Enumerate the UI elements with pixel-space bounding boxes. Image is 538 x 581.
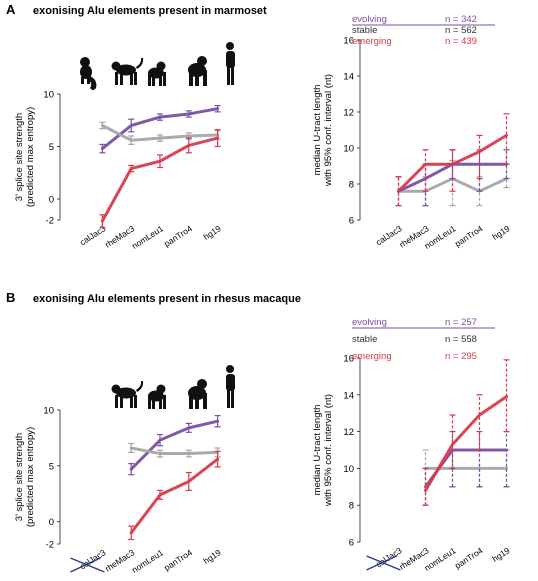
y-tick-label: 5 <box>49 461 54 472</box>
x-tick-label: panTro4 <box>162 547 194 573</box>
y-axis-label-line: with 95% conf. interval (nt) <box>323 74 334 187</box>
y-tick-label: 10 <box>43 406 54 417</box>
x-tick-label: nomLeu1 <box>130 223 165 251</box>
series-line-emerging <box>129 457 220 535</box>
x-tick-label: hg19 <box>201 547 223 566</box>
legend-label-emerging: emerging <box>352 36 392 47</box>
y-tick-label: 12 <box>343 108 354 119</box>
y-tick-label: 5 <box>49 142 54 153</box>
y-axis-label-line: 3' splice site strength <box>14 433 25 521</box>
icon-row-b <box>111 365 235 409</box>
strike-line <box>366 555 397 571</box>
y-tick-label: 0 <box>49 195 54 206</box>
panel-a-letter: A <box>6 2 16 17</box>
panel-b-letter: B <box>6 290 15 305</box>
y-tick-label: 14 <box>343 390 354 401</box>
y-tick-label: 16 <box>343 354 354 365</box>
strike-line <box>70 557 101 573</box>
series-line-stable <box>129 446 220 456</box>
y-axis-label-line: (predicted max entropy) <box>25 427 36 527</box>
x-tick-label: panTro4 <box>162 223 194 249</box>
legend-count-evolving: n = 342 <box>445 14 477 25</box>
human-icon <box>226 365 235 408</box>
x-tick-label: panTro4 <box>453 545 485 571</box>
legend-count-emerging: n = 439 <box>445 36 477 47</box>
strike-line <box>70 557 105 573</box>
chart-a-right: 6 8 10 12 14 16 median U-tract length with 95% … <box>312 14 512 251</box>
gibbon-icon <box>148 61 166 86</box>
legend-label-evolving: evolving <box>352 14 387 25</box>
series-line-evolving <box>129 419 220 471</box>
human-icon <box>226 42 235 85</box>
y-axis-label-line: (predicted max entropy) <box>25 107 36 207</box>
y-tick-label: 0 <box>49 517 54 528</box>
y-axis-label-line: 3' splice site strength <box>14 113 25 201</box>
chart-b-left: -2 0 5 10 3' splice site strength (predicted … <box>14 406 223 575</box>
legend-count-stable: n = 558 <box>445 334 477 345</box>
y-tick-label: 16 <box>343 36 354 47</box>
series-line-emerging <box>100 136 220 223</box>
legend-count-stable: n = 562 <box>445 25 477 36</box>
series-line-emerging <box>424 395 508 492</box>
y-tick-label: 6 <box>349 216 354 227</box>
y-tick-label: 8 <box>349 180 354 191</box>
y-tick-label: 6 <box>349 538 354 549</box>
x-tick-label: hg19 <box>201 223 223 242</box>
legend-count-evolving: n = 257 <box>445 317 477 328</box>
gibbon-icon <box>148 384 166 409</box>
chart-a-left: -2 0 5 10 3' splice site strength (predicted … <box>14 90 223 251</box>
chart-b-right: 6 8 10 12 14 16 median U-tract length with 95% … <box>312 317 512 573</box>
y-tick-label: 10 <box>343 464 354 475</box>
legend-label-evolving: evolving <box>352 317 387 328</box>
icon-row-a <box>80 42 235 90</box>
panel-b-title: exonising Alu elements present in rhesus… <box>33 293 301 305</box>
legend-count-emerging: n = 295 <box>445 351 477 362</box>
x-tick-label: hg19 <box>490 223 512 242</box>
legend-label-stable: stable <box>352 334 377 345</box>
x-tick-label: nomLeu1 <box>130 547 165 575</box>
y-tick-label: 10 <box>343 144 354 155</box>
macaque-icon <box>111 58 144 85</box>
y-tick-label: 12 <box>343 427 354 438</box>
marmoset-icon <box>80 57 97 90</box>
y-axis-label-line: median U-tract length <box>312 405 323 496</box>
y-axis-label-line: median U-tract length <box>312 85 323 176</box>
y-tick-label: 8 <box>349 501 354 512</box>
y-tick-label: -2 <box>46 540 54 551</box>
legend-label-emerging: emerging <box>352 351 392 362</box>
y-axis-label-line: with 95% conf. interval (nt) <box>323 394 334 507</box>
panel-a-title: exonising Alu elements present in marmos… <box>33 5 267 17</box>
strike-line <box>366 555 401 571</box>
macaque-icon <box>111 381 144 408</box>
y-tick-label: 10 <box>43 90 54 101</box>
y-tick-label: 14 <box>343 72 354 83</box>
x-tick-label: panTro4 <box>453 223 485 249</box>
chimpanzee-icon <box>188 379 207 409</box>
legend-label-stable: stable <box>352 25 377 36</box>
x-tick-label: hg19 <box>490 545 512 564</box>
chimpanzee-icon <box>188 56 207 86</box>
y-tick-label: -2 <box>46 216 54 227</box>
